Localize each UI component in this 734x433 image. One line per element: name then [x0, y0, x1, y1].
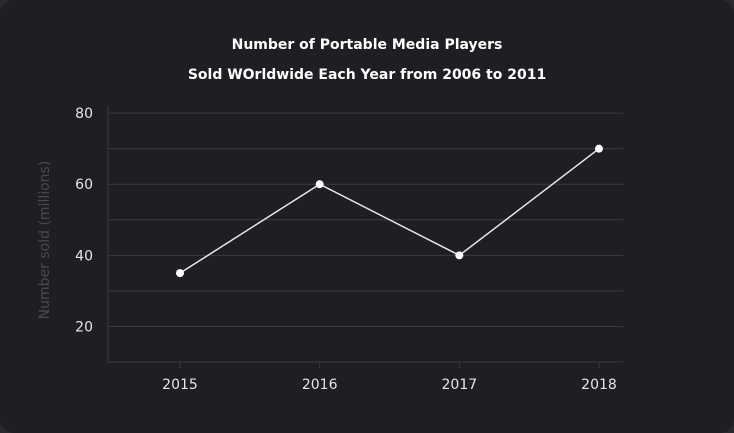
y-tick-label: 60 — [75, 177, 93, 193]
x-tick-label: 2017 — [442, 377, 478, 393]
y-tick-label: 20 — [75, 319, 93, 335]
data-point — [595, 144, 603, 153]
x-tick-label: 2015 — [162, 377, 198, 393]
y-axis-label: Number sold (millions) — [37, 161, 53, 320]
series-layer — [176, 144, 603, 278]
series-line — [179, 148, 600, 274]
data-point — [315, 180, 324, 189]
chart-title-line1: Number of Portable Media Players — [232, 37, 503, 53]
y-tick-label: 80 — [75, 106, 93, 122]
data-point — [176, 269, 184, 278]
axis-layer: 20 40 60 80 2015 2016 2017 2018 — [75, 106, 623, 393]
grid-layer — [108, 112, 623, 327]
x-tick-label: 2016 — [302, 377, 338, 393]
y-tick-label: 40 — [75, 248, 93, 264]
x-tick-label: 2018 — [581, 377, 617, 393]
data-point — [455, 251, 464, 260]
chart-title-line2: Sold WOrldwide Each Year from 2006 to 20… — [188, 67, 546, 83]
